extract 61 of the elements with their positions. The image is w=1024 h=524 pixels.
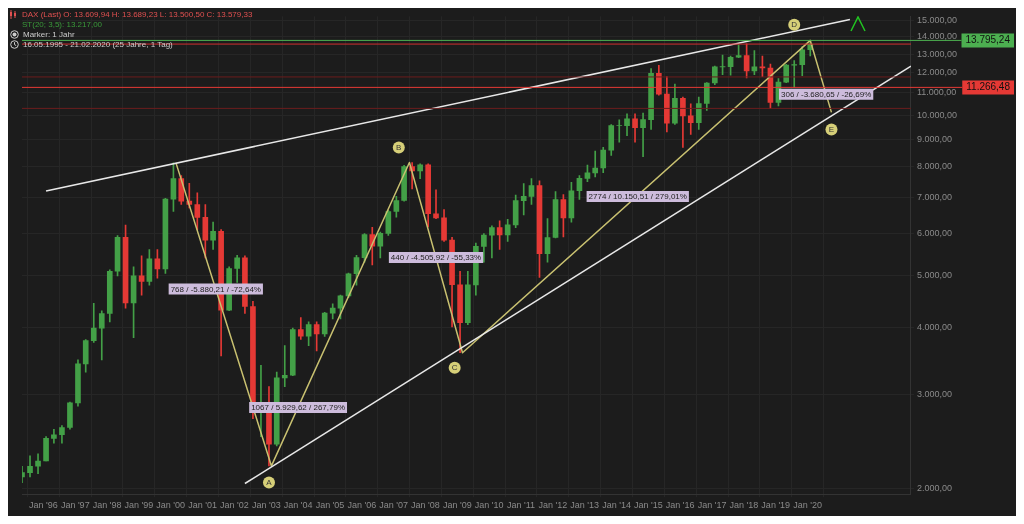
x-tick-label: Jan '96 <box>28 500 58 511</box>
x-tick-label: Jan '15 <box>634 500 663 511</box>
x-tick-label: Jan '98 <box>92 500 122 511</box>
x-tick-label: Jan '20 <box>793 500 822 511</box>
text: ST(20; 3,5): 13.217,00 <box>21 20 104 30</box>
annotation: E <box>828 125 835 135</box>
annotation: Marker: 1 Jahr <box>22 30 76 40</box>
x-tick-label: Jan '12 <box>538 500 568 511</box>
y-tick-label: 12.000,00 <box>916 67 958 78</box>
candlestick <box>592 150 599 178</box>
y-tick-label: 6.000,00 <box>916 228 953 238</box>
x-tick-label: Jan '18 <box>729 500 759 511</box>
annotation: A <box>266 478 273 488</box>
y-tick-label: 10.000,00 <box>916 109 958 120</box>
x-tick-label: Jan '13 <box>570 500 600 511</box>
x-tick-label: Jan '97 <box>60 500 90 511</box>
x-tick-label: Jan '05 <box>315 500 345 511</box>
candlestick <box>433 189 439 219</box>
x-tick-label: Jan '10 <box>474 500 504 511</box>
x-tick-label: Jan '06 <box>347 500 377 511</box>
y-tick-label: 5.000,00 <box>916 270 953 281</box>
y-tick-label: 13.000,00 <box>916 48 958 59</box>
candlestick <box>640 112 646 158</box>
x-tick-label: Jan '08 <box>411 500 440 511</box>
y-tick-label: 2.000,00 <box>916 482 953 493</box>
annotation: 2774 / 10.150,51 / 279,01% <box>588 192 687 202</box>
x-tick-label: Jan '99 <box>124 500 154 511</box>
x-tick-label: Jan '03 <box>251 500 281 511</box>
y-tick-label: 11.000,00 <box>916 87 957 98</box>
x-tick-label: Jan '07 <box>379 500 409 511</box>
x-tick-label: Jan '01 <box>188 500 218 511</box>
ref-line-label: 13.795,24 <box>965 34 1011 46</box>
x-tick-label: Jan '11 <box>506 500 536 511</box>
chart-title: DAX (Last) O: 13.609,94 H: 13.689,23 L: 13.500,50 C: 13.579,33 <box>21 10 253 20</box>
y-tick-label: 7.000,00 <box>916 192 953 203</box>
x-tick-label: Jan '09 <box>443 500 472 511</box>
annotation: 768 / -5.880,21 / -72,64% <box>170 284 261 294</box>
x-tick-label: Jan '04 <box>283 500 313 511</box>
y-tick-label: 9.000,00 <box>916 133 953 144</box>
x-tick-label: Jan '02 <box>220 500 249 511</box>
x-tick-label: Jan '14 <box>602 500 631 511</box>
y-tick-label: 3.000,00 <box>916 388 953 399</box>
annotation: B <box>396 143 402 153</box>
ref-line-label: 11.266,48 <box>966 81 1011 93</box>
x-tick-label: Jan '16 <box>665 500 695 511</box>
annotation: C <box>451 363 458 373</box>
x-tick-label: Jan '00 <box>156 500 186 511</box>
candlestick <box>616 119 623 143</box>
x-tick-label: Jan '19 <box>761 500 791 511</box>
y-tick-label: 15.000,00 <box>916 15 958 26</box>
annotation: 306 / -3.680,65 / -26,69% <box>780 90 872 100</box>
y-tick-label: 14.000,00 <box>916 31 958 42</box>
y-tick-label: 8.000,00 <box>916 161 953 172</box>
annotation: 16.05.1995 - 21.02.2020 (25 Jahre, 1 Tag) <box>22 40 174 50</box>
x-tick-label: Jan '17 <box>697 500 727 511</box>
candlestick <box>520 183 527 216</box>
y-tick-label: 4.000,00 <box>916 322 953 333</box>
annotation: D <box>791 20 798 30</box>
annotation: 1067 / 5.929,62 / 267,79% <box>251 403 346 413</box>
annotation: 440 / -4.505,92 / -55,33% <box>390 253 482 263</box>
candlestick <box>281 345 288 388</box>
